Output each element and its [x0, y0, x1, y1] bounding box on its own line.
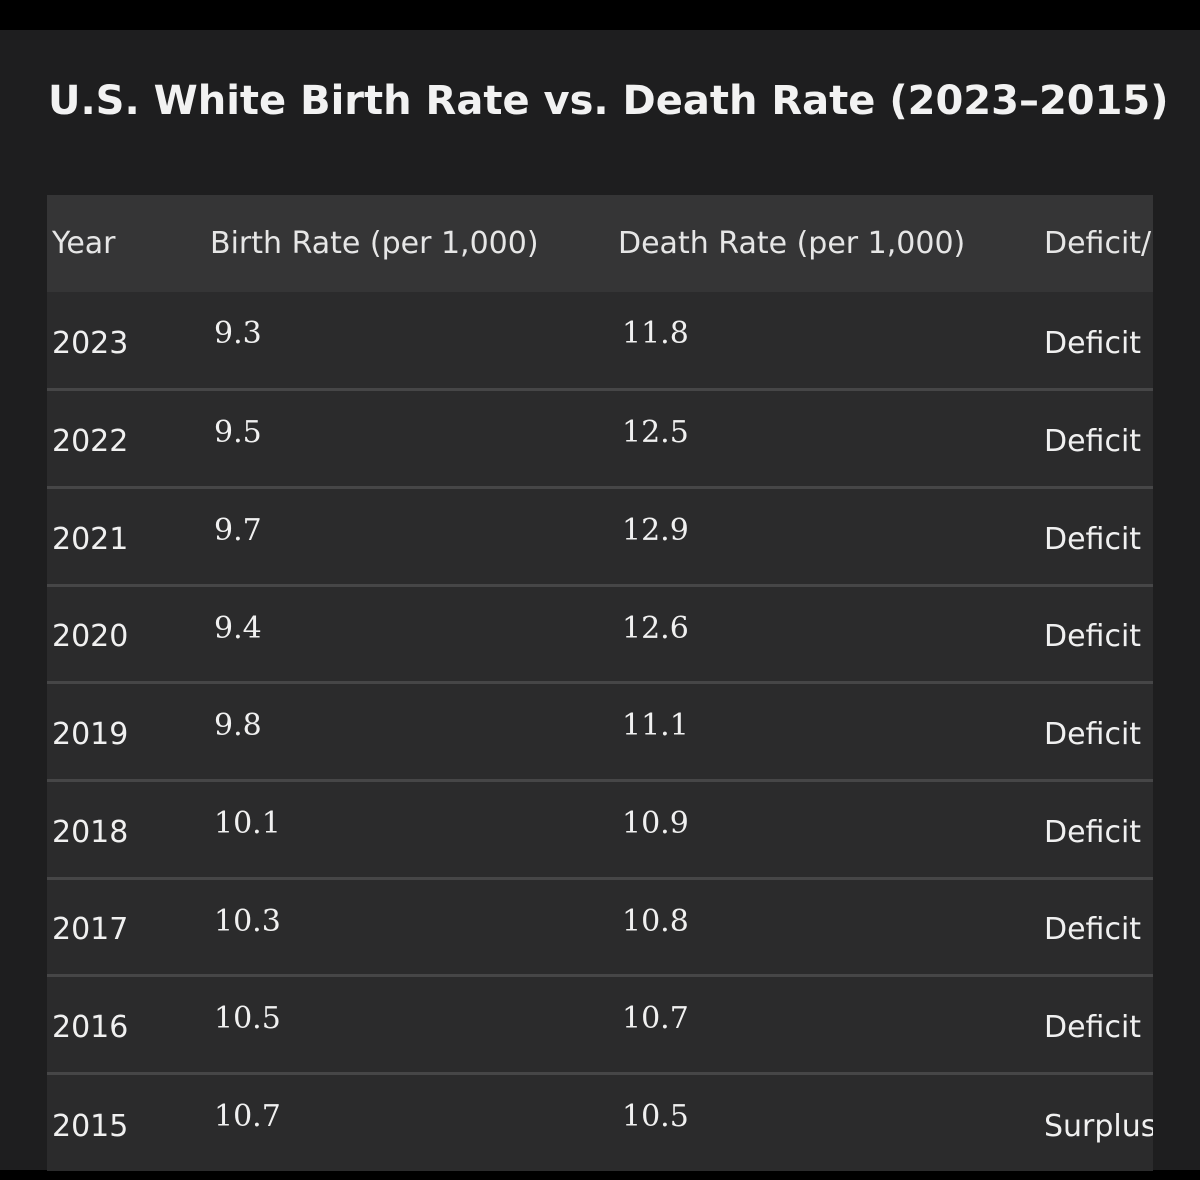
table-header-row: Year Birth Rate (per 1,000) Death Rate (… [47, 195, 1153, 292]
cell-birth-rate: 10.5 [205, 976, 613, 1074]
table-row: 2021 9.7 12.9 Deficit [47, 487, 1153, 585]
table-row: 2017 10.3 10.8 Deficit [47, 878, 1153, 976]
table-row: 2016 10.5 10.7 Deficit [47, 975, 1153, 1074]
table-scroll-area[interactable]: Year Birth Rate (per 1,000) Death Rate (… [47, 195, 1153, 1171]
table-row: 2023 9.3 11.8 Deficit [47, 292, 1153, 390]
death-rate-value: 10.5 [622, 1099, 689, 1134]
table-row: 2022 9.5 12.5 Deficit [47, 389, 1153, 488]
cell-year: 2015 [52, 1108, 129, 1144]
death-rate-value: 11.8 [622, 316, 689, 351]
cell-deficit-surplus: Deficit [1044, 717, 1142, 753]
cell-deficit-surplus: Deficit [1044, 1010, 1142, 1046]
cell-death-rate: 10.7 [613, 976, 1039, 1074]
cell-birth-rate: 9.5 [205, 390, 613, 488]
death-rate-value: 10.7 [622, 1001, 689, 1037]
cell-deficit-surplus: Deficit [1044, 814, 1142, 850]
cell-year: 2018 [52, 814, 129, 850]
cell-death-rate: 11.8 [613, 292, 1039, 390]
cell-deficit-surplus: Deficit [1044, 424, 1142, 460]
cell-death-rate: 12.6 [613, 585, 1039, 683]
death-rate-value: 11.1 [622, 708, 689, 744]
table-title: U.S. White Birth Rate vs. Death Rate (20… [48, 78, 1169, 124]
cell-deficit-surplus: Surplus [1044, 1108, 1153, 1144]
column-header-year: Year [52, 226, 116, 261]
cell-birth-rate: 10.7 [205, 1074, 613, 1172]
cell-death-rate: 10.9 [613, 780, 1039, 878]
death-rate-value: 12.5 [622, 415, 689, 451]
table-card: U.S. White Birth Rate vs. Death Rate (20… [0, 30, 1200, 1171]
cell-deficit-surplus: Deficit [1044, 325, 1142, 361]
table-row: 2015 10.7 10.5 Surplus [47, 1073, 1153, 1172]
cell-birth-rate: 9.8 [205, 683, 613, 781]
birth-rate-value: 10.3 [214, 903, 281, 939]
table-row: 2020 9.4 12.6 Deficit [47, 585, 1153, 683]
cell-deficit-surplus: Deficit [1044, 521, 1142, 557]
cell-year: 2021 [52, 521, 129, 557]
cell-year: 2020 [52, 619, 129, 655]
cell-birth-rate: 9.7 [205, 487, 613, 585]
birth-rate-value: 9.3 [214, 316, 262, 351]
birth-rate-value: 9.7 [214, 512, 262, 548]
birth-rate-value: 9.4 [214, 610, 262, 646]
data-table: Year Birth Rate (per 1,000) Death Rate (… [47, 195, 1153, 1171]
table-row: 2019 9.8 11.1 Deficit [47, 682, 1153, 781]
cell-death-rate: 11.1 [613, 683, 1039, 781]
death-rate-value: 12.9 [622, 512, 689, 548]
cell-year: 2017 [52, 912, 129, 948]
cell-death-rate: 12.5 [613, 390, 1039, 488]
cell-deficit-surplus: Deficit [1044, 619, 1142, 655]
birth-rate-value: 9.5 [214, 415, 262, 451]
cell-death-rate: 10.8 [613, 878, 1039, 976]
birth-rate-value: 9.8 [214, 708, 262, 744]
cell-year: 2019 [52, 717, 129, 753]
cell-year: 2022 [52, 424, 129, 460]
cell-birth-rate: 9.4 [205, 585, 613, 683]
death-rate-value: 10.8 [622, 903, 689, 939]
table-row: 2018 10.1 10.9 Deficit [47, 780, 1153, 878]
death-rate-value: 10.9 [622, 805, 689, 841]
cell-birth-rate: 10.1 [205, 780, 613, 878]
death-rate-value: 12.6 [622, 610, 689, 646]
cell-year: 2016 [52, 1010, 129, 1046]
cell-death-rate: 10.5 [613, 1074, 1039, 1172]
birth-rate-value: 10.1 [214, 805, 281, 841]
cell-deficit-surplus: Deficit [1044, 912, 1142, 948]
column-header-birth-rate: Birth Rate (per 1,000) [210, 226, 539, 261]
cell-birth-rate: 9.3 [205, 292, 613, 390]
birth-rate-value: 10.5 [214, 1001, 281, 1037]
cell-year: 2023 [52, 325, 129, 361]
birth-rate-value: 10.7 [214, 1099, 281, 1134]
column-header-deficit-surplus: Deficit/Surplus [1044, 226, 1153, 261]
cell-death-rate: 12.9 [613, 487, 1039, 585]
column-header-death-rate: Death Rate (per 1,000) [618, 226, 966, 261]
cell-birth-rate: 10.3 [205, 878, 613, 976]
